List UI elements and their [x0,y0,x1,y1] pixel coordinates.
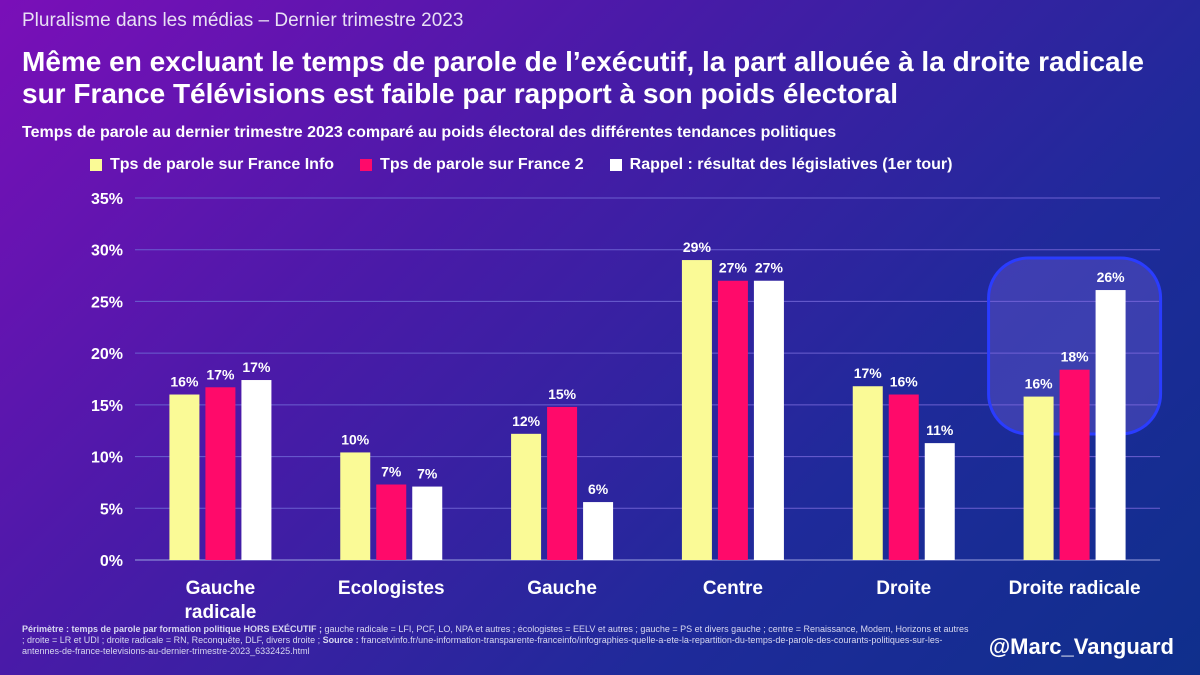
footnote-source-text: francetvinfo.fr/une-information-transpar… [22,635,943,656]
bar [753,280,784,560]
chart-subtitle: Temps de parole au dernier trimestre 202… [22,124,837,141]
data-label: 10% [341,431,370,447]
legend-item-france-info: Tps de parole sur France Info [90,156,334,174]
bar [1059,369,1090,560]
data-label: 17% [206,366,235,382]
data-label: 16% [170,374,199,390]
legend: Tps de parole sur France Info Tps de par… [90,156,952,174]
data-label: 15% [548,386,577,402]
bar [205,387,236,560]
category-label: Gauche [186,578,256,599]
bar [241,380,272,560]
data-label: 12% [512,413,541,429]
bar [888,394,919,560]
y-tick-label: 0% [100,553,123,570]
bar [1023,396,1054,560]
bar [511,433,542,560]
legend-item-france-2: Tps de parole sur France 2 [360,156,584,174]
chart-title: Même en excluant le temps de parole de l… [22,46,1144,109]
category-label: Droite [876,578,931,599]
bar [547,406,578,560]
bar [924,443,955,560]
bar [852,386,883,560]
data-label: 6% [588,481,609,497]
data-label: 7% [381,463,402,479]
y-tick-label: 25% [91,294,123,311]
legend-swatch-france-info [90,159,102,171]
y-tick-label: 5% [100,501,123,518]
data-label: 18% [1061,349,1090,365]
legend-swatch-france-2 [360,159,373,171]
y-tick-label: 35% [91,191,123,208]
data-label: 17% [854,365,883,381]
bar [169,394,200,560]
supertitle: Pluralisme dans les médias – Dernier tri… [22,10,464,31]
bar [717,280,748,560]
y-tick-label: 30% [91,243,123,260]
legend-item-legislatives: Rappel : résultat des législatives (1er … [609,156,953,174]
data-label: 26% [1097,269,1126,285]
bar [583,502,614,560]
footnote-scope-label: Périmètre : temps de parole par formatio… [22,624,323,634]
author-handle: @Marc_Vanguard [988,634,1174,659]
category-label: Droite radicale [1009,578,1141,599]
data-label: 11% [926,422,954,438]
data-label: 29% [683,239,712,255]
y-tick-label: 15% [91,398,123,415]
footnote-source-label: Source : [322,635,359,645]
bar [376,484,407,560]
bar [412,486,443,560]
category-label: radicale [185,602,257,623]
category-label: Ecologistes [338,578,445,599]
legend-label-france-info: Tps de parole sur France Info [110,156,335,173]
category-label: Centre [703,578,763,599]
data-label: 16% [890,374,919,390]
footnote: Périmètre : temps de parole par formatio… [22,624,972,657]
data-label: 16% [1025,376,1054,392]
data-label: 7% [417,466,438,482]
y-tick-label: 10% [91,450,123,467]
data-label: 17% [242,359,271,375]
data-label: 27% [719,260,748,276]
footnote-scope-text: gauche radicale = LFI, PCF, LO, NPA et a… [22,624,969,645]
data-label: 27% [755,260,784,276]
bar [681,260,712,560]
legend-label-france-2: Tps de parole sur France 2 [380,156,584,173]
legend-label-legislatives: Rappel : résultat des législatives (1er … [629,156,953,173]
y-tick-label: 20% [91,346,123,363]
bar [1095,290,1126,560]
category-label: Gauche [527,578,597,599]
bar [340,452,371,560]
legend-swatch-legislatives [609,159,622,171]
